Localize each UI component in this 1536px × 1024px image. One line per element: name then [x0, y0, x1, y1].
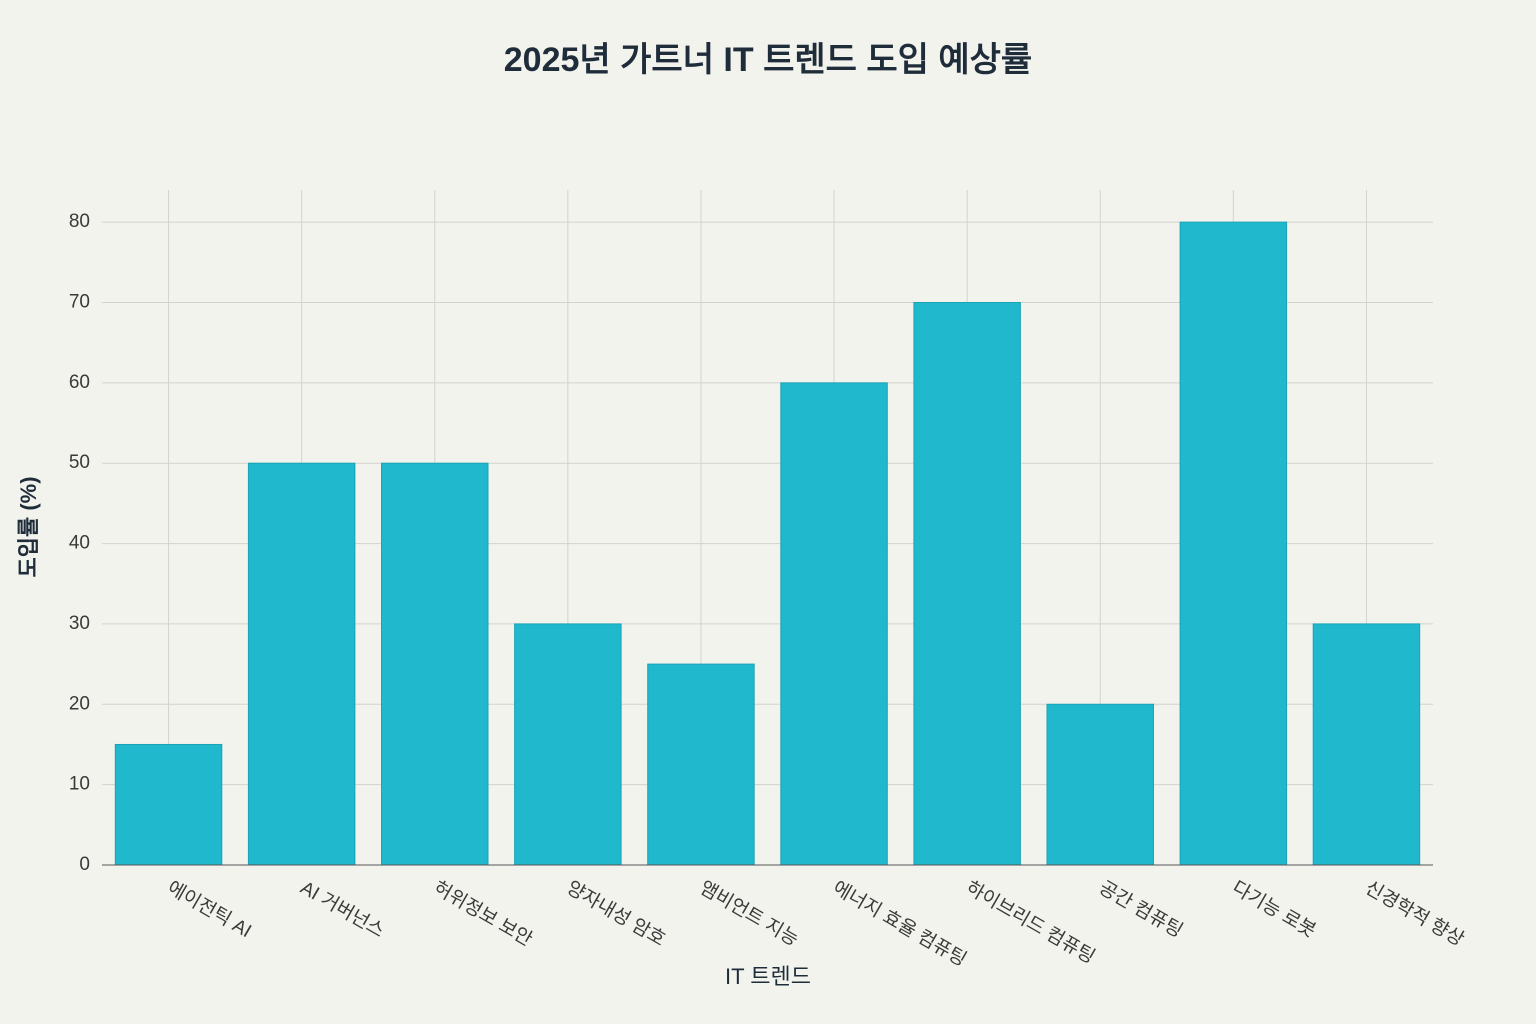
- x-tick-label: 신경학적 향상: [1361, 877, 1467, 951]
- x-tick-label: 에이전틱 AI: [164, 877, 256, 943]
- bar: [780, 382, 888, 866]
- bar: [647, 663, 755, 866]
- y-tick-label: 0: [79, 854, 90, 875]
- x-tick-label: 다기능 로봇: [1228, 877, 1319, 942]
- bar: [247, 462, 356, 866]
- y-tick-label: 50: [69, 452, 90, 473]
- bar: [514, 623, 622, 866]
- y-axis-label: 도입률 (%): [16, 476, 41, 577]
- y-tick-label: 80: [69, 211, 90, 232]
- x-tick-label: 공간 컴퓨팅: [1095, 877, 1186, 942]
- bar: [1046, 703, 1154, 866]
- x-tick-label: 하이브리드 컴퓨팅: [962, 877, 1099, 969]
- bar: [913, 302, 1021, 866]
- x-tick-label: 허위정보 보안: [430, 877, 536, 951]
- y-tick-label: 60: [69, 372, 90, 393]
- y-tick-label: 10: [69, 774, 90, 795]
- y-tick-label: 20: [69, 693, 90, 714]
- bar: [1179, 221, 1288, 866]
- bar: [114, 743, 223, 866]
- y-tick-label: 30: [69, 613, 90, 634]
- x-tick-label: 양자내성 암호: [563, 877, 669, 951]
- x-axis-label: IT 트렌드: [725, 964, 811, 989]
- chart-title: 2025년 가트너 IT 트렌드 도입 예상률: [504, 41, 1032, 79]
- bar: [381, 462, 489, 866]
- y-tick-label: 40: [69, 533, 90, 554]
- x-tick-label: 에너지 효율 컴퓨팅: [829, 877, 970, 971]
- x-tick-label: AI 거버넌스: [297, 877, 389, 943]
- bar: [1312, 623, 1421, 866]
- y-tick-label: 70: [69, 292, 90, 313]
- x-tick-label: 앰비언트 지능: [696, 877, 802, 951]
